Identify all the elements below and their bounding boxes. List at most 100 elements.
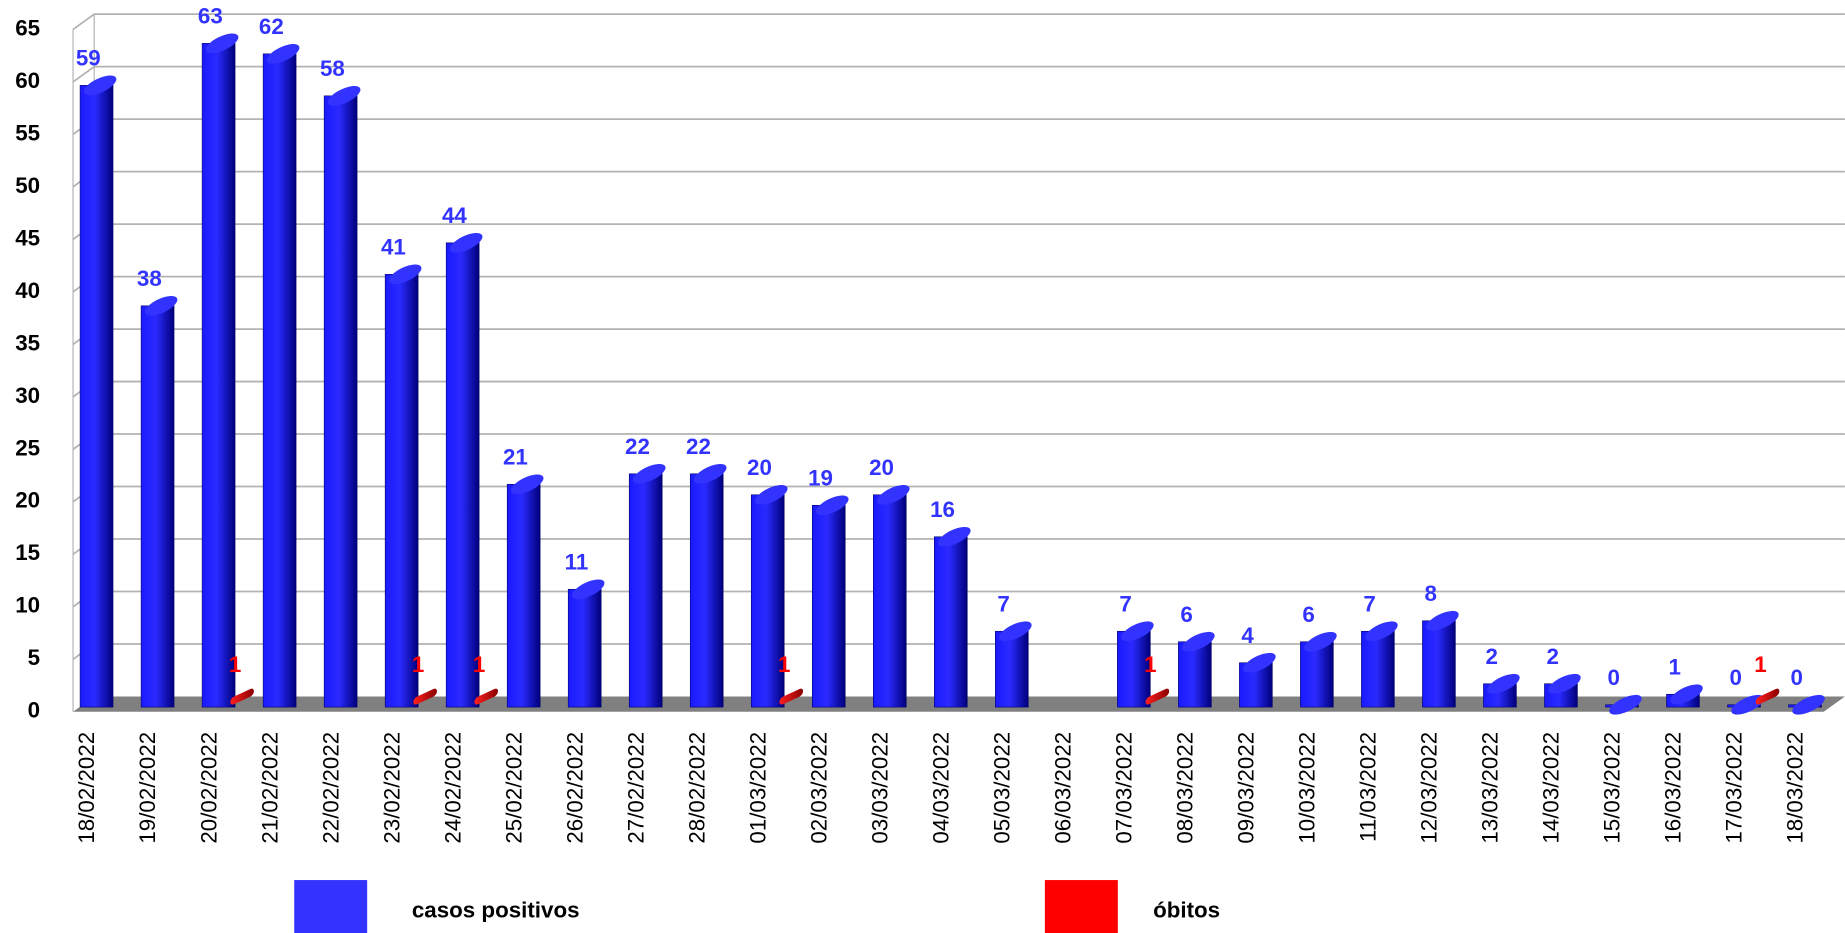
bar — [1145, 688, 1170, 705]
legend-swatch — [1044, 880, 1118, 933]
value-label: 59 — [76, 45, 101, 70]
x-tick-label: 05/03/2022 — [989, 732, 1014, 844]
x-tick-label: 28/02/2022 — [684, 732, 709, 844]
y-tick-label: 60 — [15, 68, 40, 93]
bar-cap — [510, 474, 544, 495]
bar-cap — [816, 495, 849, 516]
bar-cap — [1365, 621, 1398, 642]
x-tick-label: 02/03/2022 — [806, 732, 831, 844]
value-label: 0 — [1608, 665, 1620, 690]
bar — [140, 305, 175, 708]
bar-cap — [1243, 652, 1276, 673]
x-tick-label: 14/03/2022 — [1539, 732, 1564, 844]
x-tick-label: 17/03/2022 — [1722, 732, 1747, 844]
value-label: 44 — [442, 203, 467, 228]
value-label: 1 — [229, 652, 241, 677]
bar-cap — [1304, 631, 1337, 652]
bar-cap — [693, 463, 727, 484]
bar — [689, 473, 724, 708]
bar-cap — [754, 484, 788, 505]
y-tick-label: 65 — [15, 15, 40, 40]
value-label: 20 — [869, 455, 894, 480]
bar-cap — [999, 621, 1032, 642]
bar-cap — [1548, 673, 1581, 694]
bar — [873, 494, 907, 708]
bar — [1300, 641, 1334, 708]
x-tick-label: 11/03/2022 — [1356, 732, 1381, 842]
value-label: 6 — [1302, 602, 1314, 627]
bar-cap — [938, 526, 971, 547]
bar-cap — [632, 463, 666, 484]
value-label: 7 — [997, 591, 1009, 616]
bar — [506, 483, 541, 708]
value-label: 58 — [320, 56, 345, 81]
y-tick-label: 35 — [15, 330, 40, 355]
bar-cap — [1426, 610, 1459, 631]
bar — [445, 242, 480, 708]
legend-swatch — [294, 880, 368, 933]
x-tick-label: 19/02/2022 — [135, 732, 160, 844]
bar — [779, 688, 804, 705]
x-tick-label: 07/03/2022 — [1112, 732, 1137, 844]
value-label: 1 — [778, 652, 790, 677]
y-tick-label: 45 — [15, 225, 40, 250]
bar — [201, 43, 236, 708]
value-label: 22 — [625, 434, 650, 459]
value-label: 1 — [1754, 652, 1766, 677]
bar — [262, 53, 297, 708]
bar — [567, 588, 602, 708]
x-tick-label: 01/03/2022 — [745, 732, 770, 844]
value-label: 0 — [1791, 665, 1803, 690]
x-tick-label: 03/03/2022 — [867, 732, 892, 844]
x-tick-label: 24/02/2022 — [440, 732, 465, 844]
bar-cap — [266, 44, 300, 64]
x-tick-label: 13/03/2022 — [1478, 732, 1503, 844]
x-tick-label: 18/03/2022 — [1783, 732, 1808, 844]
bar — [79, 85, 114, 708]
x-tick-label: 15/03/2022 — [1600, 732, 1625, 844]
value-label: 2 — [1485, 644, 1497, 669]
value-label: 0 — [1730, 665, 1742, 690]
y-tick-label: 15 — [15, 540, 40, 565]
x-tick-label: 23/02/2022 — [379, 732, 404, 844]
bar — [323, 95, 358, 708]
bar — [1422, 620, 1456, 708]
bar — [230, 688, 254, 705]
bar-cap — [877, 484, 910, 505]
bar-cap — [1609, 694, 1642, 715]
value-label: 7 — [1363, 591, 1375, 616]
bar — [1755, 688, 1780, 705]
y-tick-label: 5 — [28, 645, 40, 670]
bar — [995, 630, 1029, 708]
bar-cap — [327, 86, 361, 106]
value-label: 21 — [503, 444, 528, 469]
x-tick-label: 22/02/2022 — [318, 732, 343, 844]
value-label: 1 — [1144, 652, 1156, 677]
bar-cap — [449, 232, 483, 253]
y-tick-label: 55 — [15, 120, 40, 145]
value-label: 1 — [473, 652, 485, 677]
legend-label: casos positivos — [412, 898, 580, 923]
bar — [811, 504, 846, 708]
value-label: 19 — [808, 465, 833, 490]
bar-cap — [1487, 673, 1520, 694]
bar-cap — [1670, 684, 1703, 705]
x-tick-label: 04/03/2022 — [928, 732, 953, 844]
value-label: 8 — [1424, 581, 1436, 606]
value-label: 2 — [1546, 644, 1558, 669]
value-label: 38 — [137, 266, 162, 291]
y-tick-label: 40 — [15, 278, 40, 303]
bar — [1117, 630, 1151, 708]
value-label: 1 — [1669, 654, 1681, 679]
x-tick-label: 12/03/2022 — [1417, 732, 1442, 844]
bar-cap — [388, 264, 422, 285]
y-tick-label: 20 — [15, 488, 40, 513]
x-tick-label: 09/03/2022 — [1234, 732, 1259, 844]
value-label: 16 — [930, 497, 955, 522]
y-tick-label: 50 — [15, 173, 40, 198]
grid-line — [72, 13, 1845, 31]
bar-cap — [1792, 694, 1825, 715]
x-tick-label: 21/02/2022 — [257, 732, 282, 844]
y-tick-label: 30 — [15, 383, 40, 408]
